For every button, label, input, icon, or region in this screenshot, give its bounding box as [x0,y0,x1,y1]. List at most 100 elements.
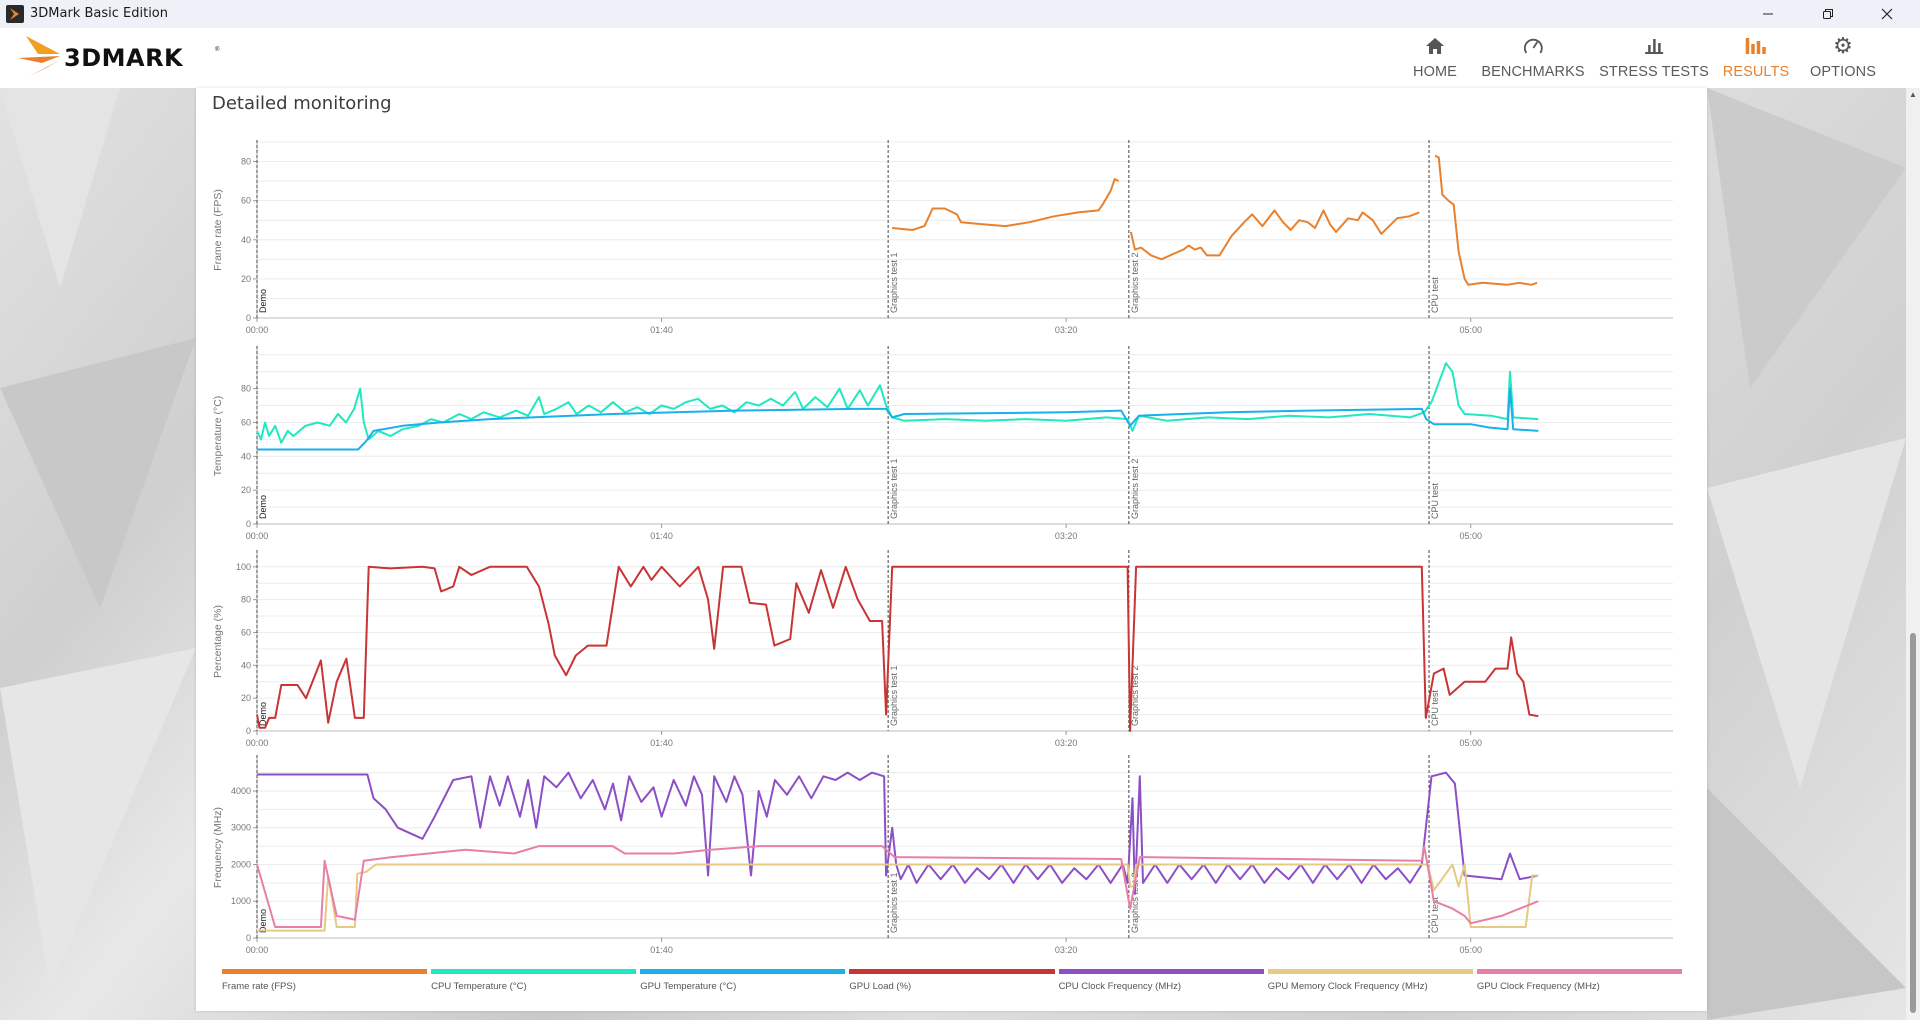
x-tick-label: 01:40 [650,325,673,335]
test-marker-label: Demo [258,495,268,519]
x-tick-label: 05:00 [1459,945,1482,955]
close-icon [1881,8,1893,20]
x-tick-label: 01:40 [650,531,673,541]
svg-text:®: ® [215,46,220,53]
legend-label: Frame rate (FPS) [222,981,296,992]
test-marker-label: Graphics test 1 [889,458,899,519]
legend-label: CPU Temperature (°C) [431,981,527,992]
minimize-button[interactable] [1745,0,1791,28]
test-marker-label: Graphics test 2 [1130,665,1140,726]
y-tick-label: 20 [241,693,251,703]
y-tick-label: 0 [246,313,251,323]
nav-options[interactable]: ⚙ OPTIONS [1810,33,1876,80]
series-line-frame-rate-fps [1434,154,1538,286]
chart-2: 0 20 40 60 80 00:00 01:40 03:20 05:00 Temperature… [212,346,1673,541]
y-axis-title: Percentage (%) [212,605,224,678]
nav-label: OPTIONS [1810,64,1876,80]
series-line-cpu-temperature-c [256,362,1539,444]
series-line-frame-rate-fps [1129,209,1420,261]
nav-label: RESULTS [1722,64,1790,80]
x-tick-label: 00:00 [246,531,269,541]
legend-item[interactable]: GPU Clock Frequency (MHz) [1476,969,1682,992]
svg-text:3DMARK: 3DMARK [64,44,184,72]
series-line-frame-rate-fps [892,178,1120,231]
scroll-up-arrow-icon[interactable]: ▲ [1909,90,1917,99]
chart-4: 0 1000 2000 3000 4000 00:00 01:40 03:20 05:00 Fre… [212,755,1673,955]
y-tick-label: 0 [246,933,251,943]
legend-label: GPU Memory Clock Frequency (MHz) [1267,981,1428,992]
x-tick-label: 01:40 [650,738,673,748]
y-axis-title: Frame rate (FPS) [212,189,224,271]
y-axis-title: Frequency (MHz) [212,807,224,888]
x-tick-label: 05:00 [1459,325,1482,335]
y-tick-label: 80 [241,595,251,605]
test-marker-label: CPU test [1430,896,1440,933]
legend-item[interactable]: Frame rate (FPS) [222,969,428,992]
test-marker-label: Graphics test 1 [889,872,899,933]
y-tick-label: 20 [241,274,251,284]
close-button[interactable] [1864,0,1910,28]
legend-swatch [431,969,637,974]
nav-benchmarks[interactable]: BENCHMARKS [1481,34,1585,80]
stress-bars-icon [1645,39,1663,54]
chart-3: 0 20 40 60 80 100 00:00 01:40 03:20 05:00 Percenta… [212,550,1673,748]
legend-swatch [1476,969,1682,974]
y-tick-label: 100 [236,562,251,572]
test-marker-label: Graphics test 1 [889,252,899,313]
legend-swatch [849,969,1055,974]
x-tick-label: 00:00 [246,945,269,955]
y-tick-label: 60 [241,417,251,427]
test-marker-label: Demo [258,289,268,313]
legend-label: CPU Clock Frequency (MHz) [1058,981,1182,992]
minimize-icon [1763,13,1773,15]
nav-label: BENCHMARKS [1481,64,1585,80]
x-tick-label: 03:20 [1055,325,1078,335]
y-tick-label: 0 [246,726,251,736]
test-marker-label: CPU test [1430,689,1440,726]
nav-label: HOME [1413,64,1457,80]
app-header: 3DMARK ® HOME BENCHMARKS STRESS TESTS RE… [0,28,1920,88]
y-tick-label: 2000 [231,859,251,869]
section-title: Detailed monitoring [212,93,392,114]
y-tick-label: 80 [241,384,251,394]
title-bar: 3DMark Basic Edition [0,0,1920,28]
test-marker-label: CPU test [1430,482,1440,519]
restore-icon [1823,9,1833,19]
legend-swatch [1058,969,1264,974]
restore-button[interactable] [1805,0,1851,28]
x-tick-label: 05:00 [1459,531,1482,541]
y-tick-label: 1000 [231,896,251,906]
legend-item[interactable]: CPU Temperature (°C) [431,969,637,992]
scrollbar[interactable]: ▲ [1906,88,1920,1020]
gear-icon: ⚙ [1833,33,1853,58]
x-tick-label: 01:40 [650,945,673,955]
legend-swatch [640,969,846,974]
legend-item[interactable]: GPU Load (%) [849,969,1055,992]
y-tick-label: 20 [241,485,251,495]
series-line-gpu-load [256,565,1539,732]
test-marker-label: Graphics test 2 [1130,252,1140,313]
test-marker-label: Demo [258,909,268,933]
nav-results[interactable]: RESULTS [1723,34,1790,80]
legend-item[interactable]: GPU Memory Clock Frequency (MHz) [1267,969,1473,992]
3dmark-logo[interactable]: 3DMARK ® [16,32,226,89]
series-line-gpu-clock-frequency-mhz [256,845,1539,928]
test-marker-label: CPU test [1430,276,1440,313]
scrollbar-thumb[interactable] [1910,633,1916,1013]
x-tick-label: 03:20 [1055,531,1078,541]
legend-swatch [1267,969,1473,974]
results-bars-icon [1745,38,1766,54]
test-marker-label: Graphics test 2 [1130,872,1140,933]
x-tick-label: 00:00 [246,738,269,748]
nav-stress-tests[interactable]: STRESS TESTS [1599,34,1709,80]
legend-label: GPU Temperature (°C) [640,981,737,992]
y-tick-label: 4000 [231,786,251,796]
y-tick-label: 3000 [231,823,251,833]
y-tick-label: 40 [241,451,251,461]
series-line-gpu-temperature-c [257,387,1539,451]
nav-home[interactable]: HOME [1413,34,1457,80]
legend-item[interactable]: GPU Temperature (°C) [640,969,846,992]
legend-item[interactable]: CPU Clock Frequency (MHz) [1058,969,1264,992]
window-title: 3DMark Basic Edition [30,6,168,21]
app-icon [6,5,24,23]
